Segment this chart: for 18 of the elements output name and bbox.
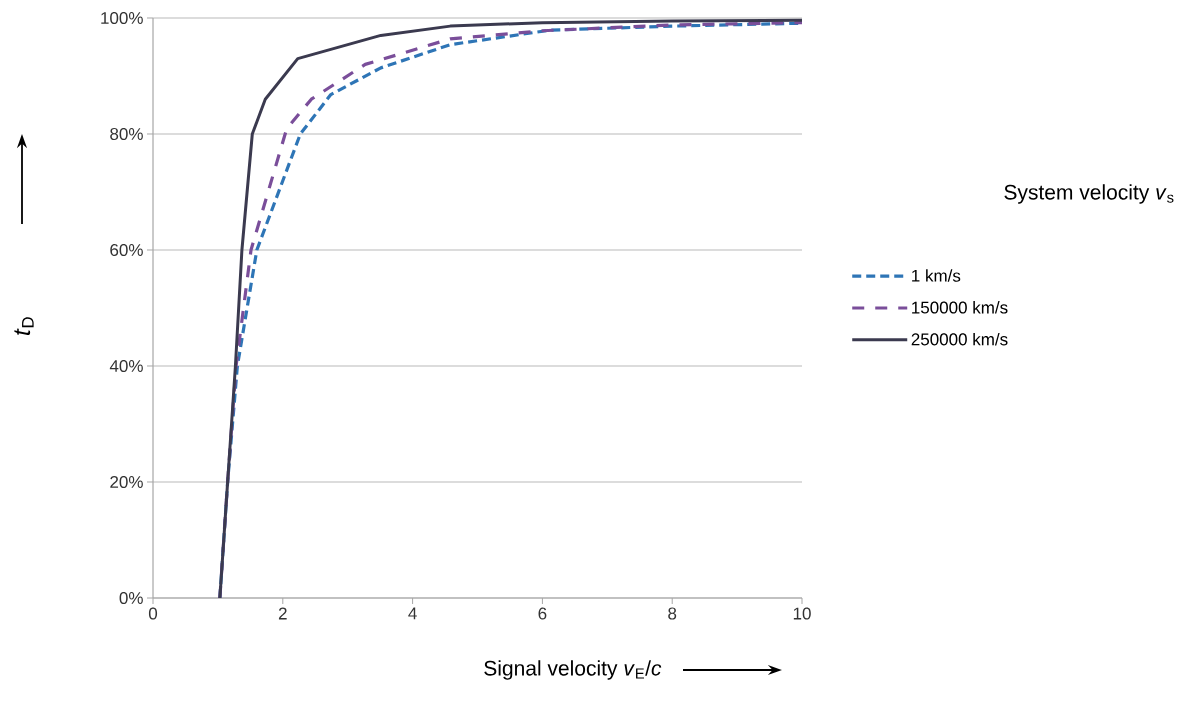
x-tick-label: 4 [408,607,417,620]
legend-title: System velocity v$_{s}$ [1004,184,1174,204]
y-tick-label: 0% [119,591,143,605]
x-tick-label: 0 [148,607,158,620]
y-tick-label: 100% [101,11,143,25]
x-tick-label: 2 [278,607,287,620]
y-tick-label: 40% [109,359,143,373]
x-tick-label: 6 [538,607,547,620]
legend-label: 1 km/s [912,269,961,282]
y-tick-label: 20% [110,475,143,489]
x-axis-title: Signal velocity v$_{E}$/c [484,660,662,680]
y-tick-label: 60% [110,243,143,257]
x-tick-label: 10 [793,607,811,620]
y-tick-label: 80% [110,127,143,141]
x-tick-label: 8 [668,607,677,620]
y-axis-title: t$_{D}$ [14,317,34,335]
legend-label: 150000 km/s [912,301,1008,314]
legend-label: 250000 km/s [911,332,1008,346]
